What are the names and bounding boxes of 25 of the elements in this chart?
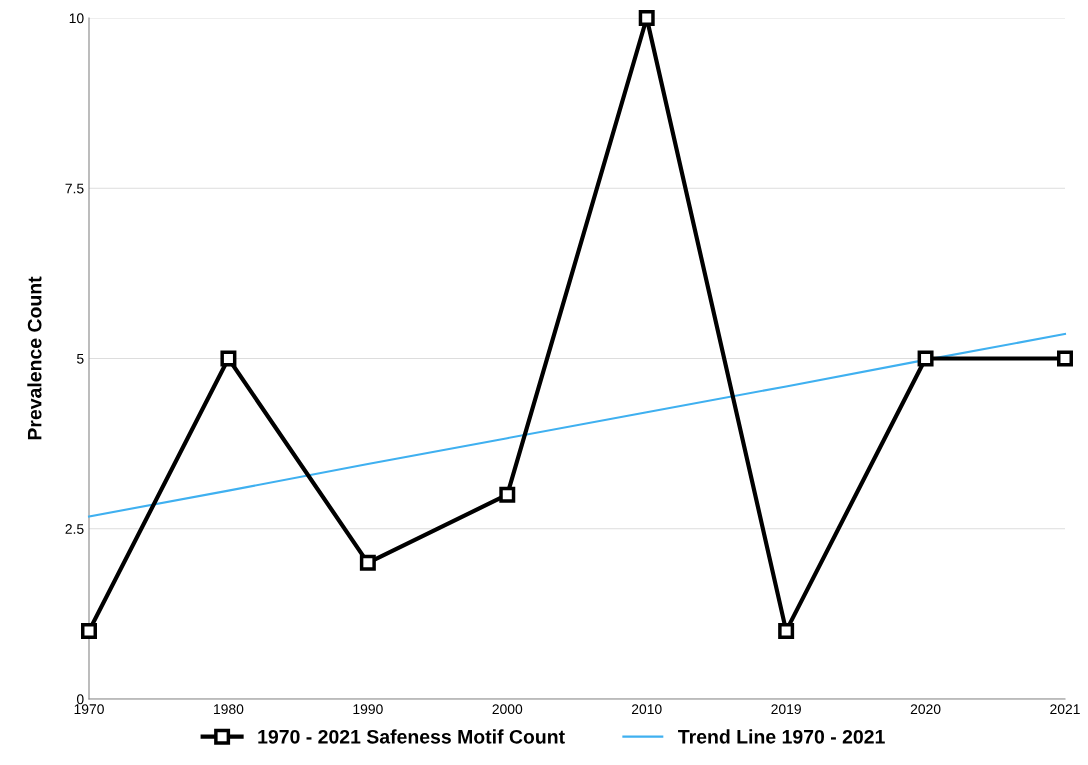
y-tick-label: 2.5 — [65, 524, 84, 534]
point — [81, 622, 97, 639]
y-tick-label: 10 — [69, 13, 84, 24]
point — [359, 554, 376, 571]
x-tick-label: 2019 — [771, 704, 801, 715]
x-tick-label: 1970 — [74, 704, 104, 715]
x-tick-label: 2000 — [492, 704, 523, 715]
point — [499, 486, 516, 503]
point — [917, 350, 934, 367]
y-tick-label: 0 — [76, 694, 84, 705]
legend-label: 1970 - 2021 Safeness Motif Count — [258, 729, 565, 744]
legend-label: Trend Line 1970 - 2021 — [678, 729, 885, 744]
point — [638, 10, 655, 26]
x-tick-label: 1990 — [353, 704, 383, 715]
line-series — [87, 332, 1067, 518]
x-tick-label: 2020 — [910, 704, 941, 715]
x-tick-label: 2021 — [1050, 704, 1080, 715]
y-axis-title: Prevalence Count — [27, 276, 42, 440]
x-tick-label: 2010 — [631, 704, 662, 715]
point — [220, 350, 237, 367]
x-tick-label: 1980 — [214, 704, 244, 715]
y-tick-label: 7.5 — [65, 183, 84, 194]
y-tick-label: 5 — [76, 353, 84, 364]
point — [1057, 350, 1073, 367]
point — [778, 622, 795, 639]
